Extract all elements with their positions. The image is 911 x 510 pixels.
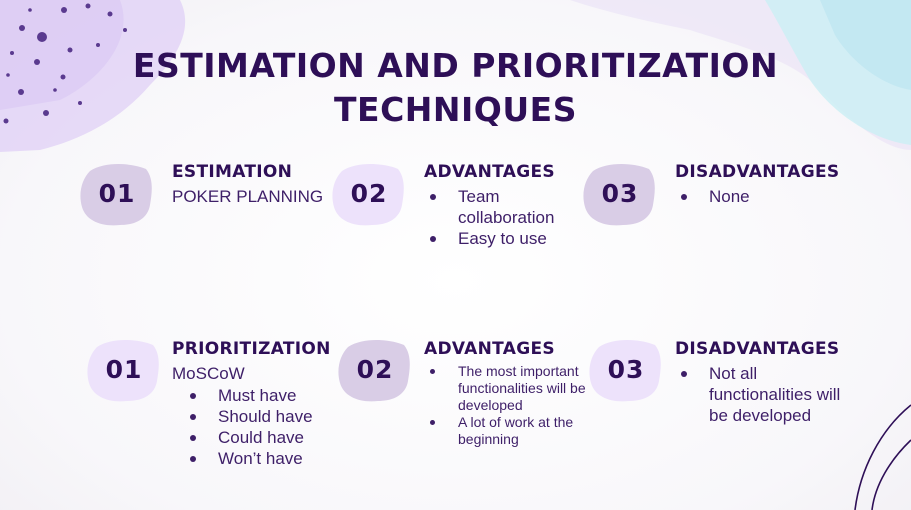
badge-number: 01	[98, 179, 136, 208]
disadvantages-list: None	[675, 186, 855, 207]
advantages-prioritization-block: ADVANTAGES The most important functional…	[424, 337, 594, 448]
slide-title-line-1: ESTIMATION AND PRIORITIZATION	[132, 46, 779, 85]
advantages-heading: ADVANTAGES	[424, 162, 555, 182]
slide-title-line-2: TECHNIQUES	[334, 90, 577, 129]
badge-number: 03	[607, 355, 645, 384]
estimation-block: ESTIMATION POKER PLANNING	[172, 160, 337, 208]
disadvantages-prioritization-block: DISADVANTAGES Not all functionalities wi…	[675, 337, 855, 426]
disadvantages-list: Not all functionalities will be develope…	[675, 363, 855, 426]
badge-estimation: 01	[80, 161, 154, 227]
list-item: Could have	[184, 427, 337, 448]
badge-number: 03	[601, 179, 639, 208]
moscow-list: Must have Should have Could have Won’t h…	[184, 385, 337, 469]
disadvantages-estimation-block: DISADVANTAGES None	[675, 160, 855, 207]
badge-number: 01	[105, 355, 143, 384]
list-item: None	[675, 186, 855, 207]
prioritization-subtitle: MoSCoW	[172, 364, 245, 383]
prioritization-heading: PRIORITIZATION	[172, 339, 331, 359]
estimation-subtitle: POKER PLANNING	[172, 187, 324, 206]
list-item: Easy to use	[424, 228, 589, 249]
badge-advantages-estimation: 02	[332, 161, 406, 227]
badge-number: 02	[356, 355, 394, 384]
badge-disadvantages-estimation: 03	[583, 161, 657, 227]
slide-title: ESTIMATION AND PRIORITIZATION TECHNIQUES	[0, 44, 911, 132]
badge-disadvantages-prioritization: 03	[589, 337, 663, 403]
list-item: Not all functionalities will be develope…	[675, 363, 844, 426]
badge-number: 02	[350, 179, 388, 208]
advantages-list: Team collaboration Easy to use	[424, 186, 589, 249]
list-item: Must have	[184, 385, 337, 406]
list-item: A lot of work at the beginning	[424, 414, 594, 448]
list-item: Won’t have	[184, 448, 337, 469]
badge-prioritization: 01	[87, 337, 161, 403]
list-item: Team collaboration	[424, 186, 589, 228]
estimation-heading: ESTIMATION	[172, 162, 293, 182]
disadvantages-heading: DISADVANTAGES	[675, 339, 840, 359]
prioritization-block: PRIORITIZATION MoSCoW Must have Should h…	[172, 337, 337, 469]
list-item: Should have	[184, 406, 337, 427]
advantages-heading: ADVANTAGES	[424, 339, 555, 359]
advantages-list: The most important functionalities will …	[424, 363, 594, 448]
advantages-estimation-block: ADVANTAGES Team collaboration Easy to us…	[424, 160, 589, 249]
list-item: The most important functionalities will …	[424, 363, 594, 414]
disadvantages-heading: DISADVANTAGES	[675, 162, 840, 182]
badge-advantages-prioritization: 02	[338, 337, 412, 403]
